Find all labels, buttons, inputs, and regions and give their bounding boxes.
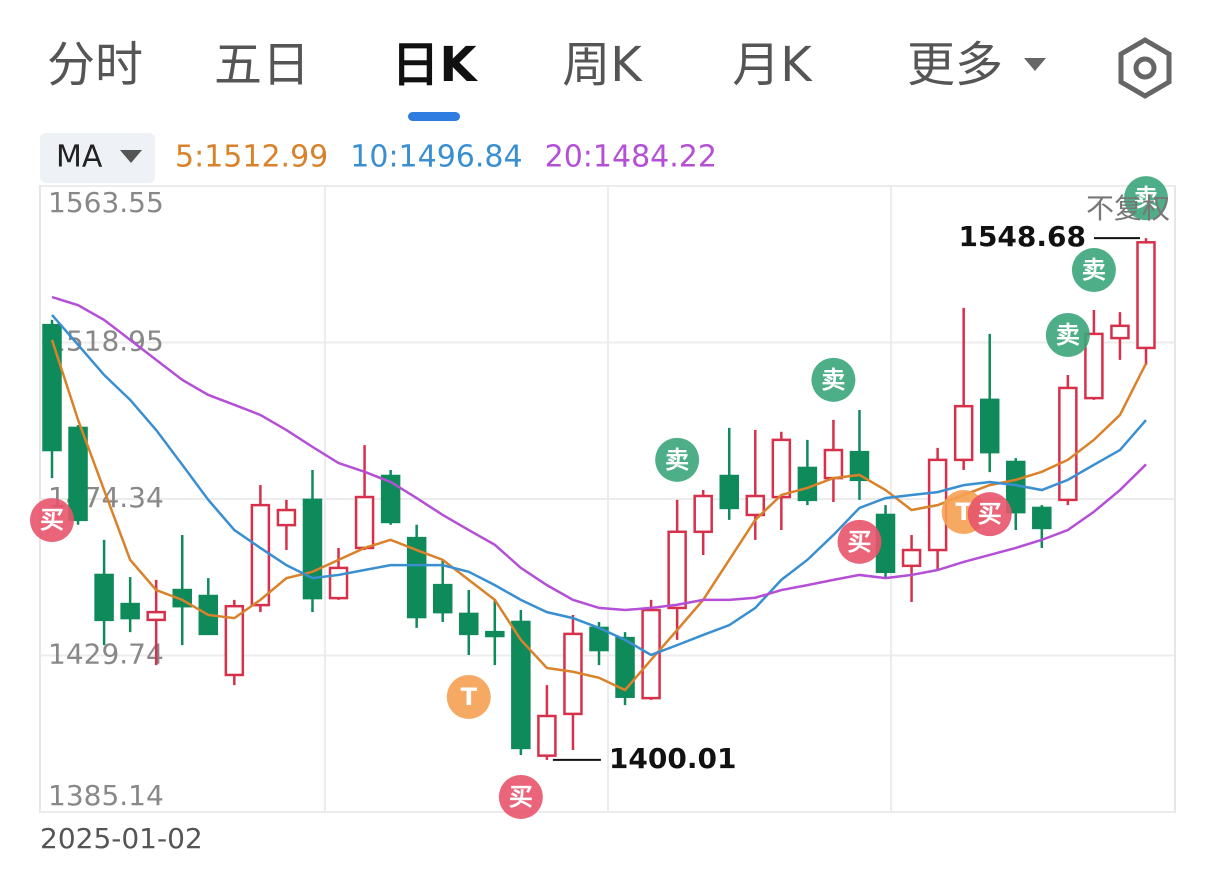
signal-badge (837, 519, 882, 564)
candle-body (406, 536, 427, 619)
signal-badge (811, 357, 856, 402)
candle-body (797, 466, 818, 502)
candle-body (511, 620, 531, 750)
signal-text: 卖 (821, 366, 845, 394)
ma-legend: 5:1512.99 10:1496.84 20:1484.22 (175, 140, 717, 175)
signal-text: T (461, 683, 478, 711)
candle-body (94, 573, 114, 622)
signal-text: 卖 (1056, 321, 1080, 349)
candle-body (432, 583, 453, 614)
candle-body (849, 450, 870, 482)
tab[interactable]: 周K (562, 37, 643, 93)
candle-body (979, 398, 1000, 454)
candle-body (1084, 332, 1104, 400)
ma-line (51, 295, 1147, 612)
candle-body (537, 714, 557, 757)
more-arrow (1024, 58, 1046, 71)
min-label: 1400.01 (609, 742, 737, 775)
candle-body (1032, 506, 1052, 530)
candle-body (250, 503, 271, 607)
signal-badge (498, 774, 543, 819)
candle-body (667, 530, 687, 610)
settings-icon[interactable] (1118, 37, 1172, 99)
signal-text: 卖 (1082, 256, 1106, 284)
y-tick-label: 1563.55 (48, 186, 164, 219)
candle-body (120, 602, 140, 620)
candle-body (1136, 241, 1156, 350)
candle-body (380, 474, 401, 524)
signal-text: 买 (847, 528, 871, 556)
ma-legend-item: 10:1496.84 (350, 140, 522, 175)
x-start-label: 2025-01-02 (40, 822, 203, 855)
y-tick-label: 1385.14 (48, 779, 164, 812)
tab-bar: 分时 五日 日K 周K 月K 更多 (47, 37, 1046, 121)
adjustment-label: 不复权 (1086, 192, 1170, 225)
tab[interactable]: 五日 (214, 37, 310, 93)
candle-body (1110, 324, 1130, 340)
signal-text: 买 (509, 783, 533, 811)
signal-text: 卖 (1134, 184, 1158, 212)
plot: 1385.141429.741474.341518.951563.55买T买卖卖… (30, 176, 1175, 819)
candle-body (354, 495, 375, 550)
y-tick-label: 1429.74 (48, 638, 164, 671)
signal-badge (446, 674, 491, 719)
signal-badge (967, 492, 1012, 537)
candle-body (823, 448, 844, 480)
candle-body (146, 610, 166, 622)
settings-icon-core (1133, 56, 1157, 80)
max-label: 1548.68 (958, 220, 1086, 253)
candle-body (459, 612, 479, 636)
signal-badge (655, 437, 700, 482)
dropdown-arrow (120, 150, 142, 163)
candle-body (719, 474, 739, 510)
candle-body (224, 604, 245, 677)
signal-text: T (955, 498, 972, 526)
candle-body (693, 494, 713, 534)
signal-badge (30, 498, 74, 543)
tab[interactable]: 更多 (907, 37, 1003, 93)
tab-indicator (408, 112, 460, 121)
signal-badge (1071, 248, 1116, 293)
signal-text: 买 (40, 506, 64, 534)
candle-body (953, 404, 974, 462)
ma-line (51, 314, 1147, 657)
candle-body (485, 630, 505, 638)
indicator-label: MA (56, 140, 103, 175)
candle-body (901, 548, 922, 568)
candle-body (615, 636, 635, 698)
candle-body (1058, 386, 1078, 502)
tab[interactable]: 分时 (47, 37, 143, 93)
candle-body (68, 426, 88, 522)
tab[interactable]: 月K (732, 37, 813, 93)
tab[interactable]: 日K (391, 37, 478, 93)
signal-text: 卖 (665, 446, 689, 474)
candle-body (745, 494, 766, 517)
signal-badge (1124, 176, 1168, 221)
candle-body (771, 438, 792, 499)
ma-legend-item: 20:1484.22 (545, 140, 717, 175)
indicator-dropdown[interactable] (40, 133, 155, 183)
ma-legend-item: 5:1512.99 (175, 140, 328, 175)
candle-body (276, 508, 297, 527)
signal-badge (1045, 312, 1090, 357)
signal-text: 买 (978, 500, 1002, 528)
candle-body (302, 498, 323, 600)
candle-body (328, 566, 349, 600)
